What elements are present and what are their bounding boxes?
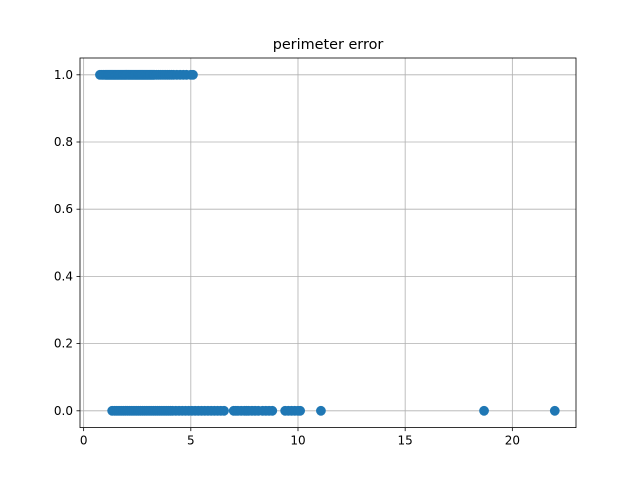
data-points: [95, 69, 560, 416]
data-point: [295, 405, 306, 416]
y-tick-label: 0.6: [54, 202, 73, 216]
data-point: [219, 405, 229, 416]
y-tick-label: 0.4: [54, 269, 73, 283]
data-point: [316, 405, 326, 416]
x-tick-label: 5: [187, 434, 195, 448]
data-point: [549, 405, 560, 416]
y-axis: 0.0 0.2 0.4 0.6 0.8 1.0: [54, 68, 80, 418]
plot-frame: [79, 57, 577, 429]
y-tick-label: 1.0: [54, 68, 73, 82]
data-point: [479, 405, 489, 416]
x-tick-label: 10: [290, 434, 305, 448]
data-point: [188, 69, 198, 80]
x-tick-label: 0: [80, 434, 88, 448]
grid: [80, 58, 576, 428]
y-tick-label: 0.0: [54, 404, 73, 418]
y-tick-label: 0.2: [54, 337, 73, 351]
x-axis: 0 5 10 15 20: [80, 427, 520, 448]
x-tick-label: 20: [505, 434, 520, 448]
data-point: [267, 405, 278, 416]
y-tick-label: 0.8: [54, 135, 73, 149]
x-tick-label: 15: [398, 434, 413, 448]
chart-title: perimeter error: [273, 37, 384, 53]
